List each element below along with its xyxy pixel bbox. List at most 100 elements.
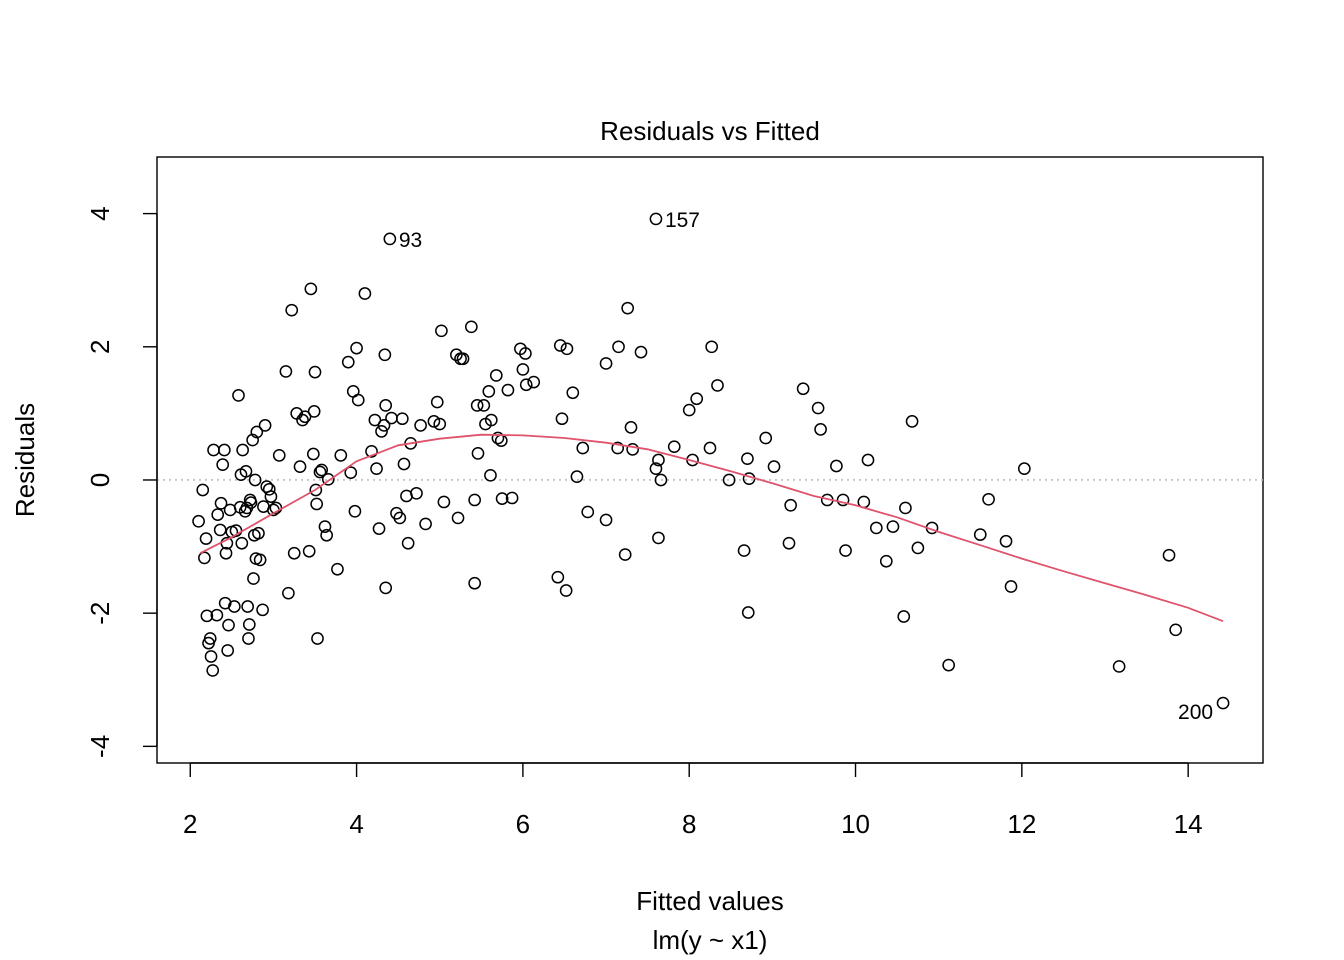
data-point [313,465,327,479]
data-point [293,460,307,474]
y-tick-label: 4 [85,206,115,220]
data-point [401,536,415,550]
data-point [311,632,324,645]
data-point [218,443,231,457]
data-point [302,544,316,558]
data-point [649,462,663,476]
data-point [505,491,519,505]
data-point [196,483,210,497]
data-point [304,282,318,296]
data-point [351,393,365,407]
data-point [560,342,574,356]
data-point [484,413,498,427]
data-point [626,442,640,456]
data-point [430,395,444,409]
data-point [667,440,681,454]
data-point [559,584,573,597]
chart-title: Residuals vs Fitted [600,116,820,146]
data-point [705,340,719,354]
data-point [241,600,254,613]
data-point [235,536,249,550]
data-point [282,586,295,600]
data-point [477,399,491,412]
data-point [298,410,312,424]
data-point [368,413,382,427]
data-point [414,419,427,432]
data-point [213,523,227,537]
data-point [737,544,751,557]
data-point [741,452,754,466]
data-point [350,341,363,355]
data-point [905,415,919,428]
data-point [830,459,843,473]
data-point [555,412,569,426]
data-point [566,386,580,400]
data-point [377,419,391,432]
data-point [200,609,214,623]
data-point [309,483,323,497]
data-point [397,457,411,471]
data-point [310,497,324,511]
data-point [247,572,260,585]
data-point [464,320,478,334]
data-point [410,486,423,500]
data-point [435,324,448,338]
data-point [253,553,267,567]
data-point [982,492,995,506]
data-point [199,532,213,545]
data-point [611,441,625,455]
data-point [433,417,447,431]
data-point [482,385,496,398]
data-point [519,347,532,360]
data-point [198,551,211,565]
smooth-line [199,433,1224,623]
data-point [814,423,827,436]
data-point [334,448,348,462]
data-point [581,505,595,519]
point-labels-layer: 157 93 200 [399,209,1213,724]
data-point [899,501,912,515]
data-point [501,383,515,397]
data-point [1169,623,1183,637]
x-tick-label: 4 [349,809,363,839]
data-point [318,520,332,533]
x-tick-label: 2 [183,809,197,839]
data-point [192,514,205,528]
data-point [1112,660,1126,673]
data-point [242,618,256,631]
point-label: 157 [665,209,700,232]
point-label: 200 [1178,701,1213,724]
data-point [869,521,883,535]
data-point [348,504,362,518]
data-point [358,287,372,300]
data-point [451,511,465,525]
x-axis-title: Fitted values [636,886,783,916]
data-point [383,232,397,246]
data-point [553,339,567,352]
point-label: 93 [399,229,422,252]
data-point [468,493,482,507]
data-point [618,548,632,561]
points-layer [192,212,1230,710]
data-point [256,603,269,617]
data-point [344,466,358,480]
y-axis-title: Residuals [10,403,40,517]
data-point [599,357,613,370]
data-point [551,570,565,584]
data-point [285,303,299,317]
data-point [634,345,648,359]
data-point [248,473,262,487]
data-point [484,468,497,482]
data-point [203,632,217,645]
data-point [576,441,590,455]
data-point [378,348,392,362]
x-axis: 2 4 6 8 10 12 14 [183,762,1203,839]
data-point [204,650,218,663]
data-point [612,340,625,354]
data-point [471,446,485,460]
data-point [264,490,278,503]
data-point [811,401,825,415]
data-point [570,470,584,483]
data-point [279,365,293,378]
data-point [999,534,1013,548]
